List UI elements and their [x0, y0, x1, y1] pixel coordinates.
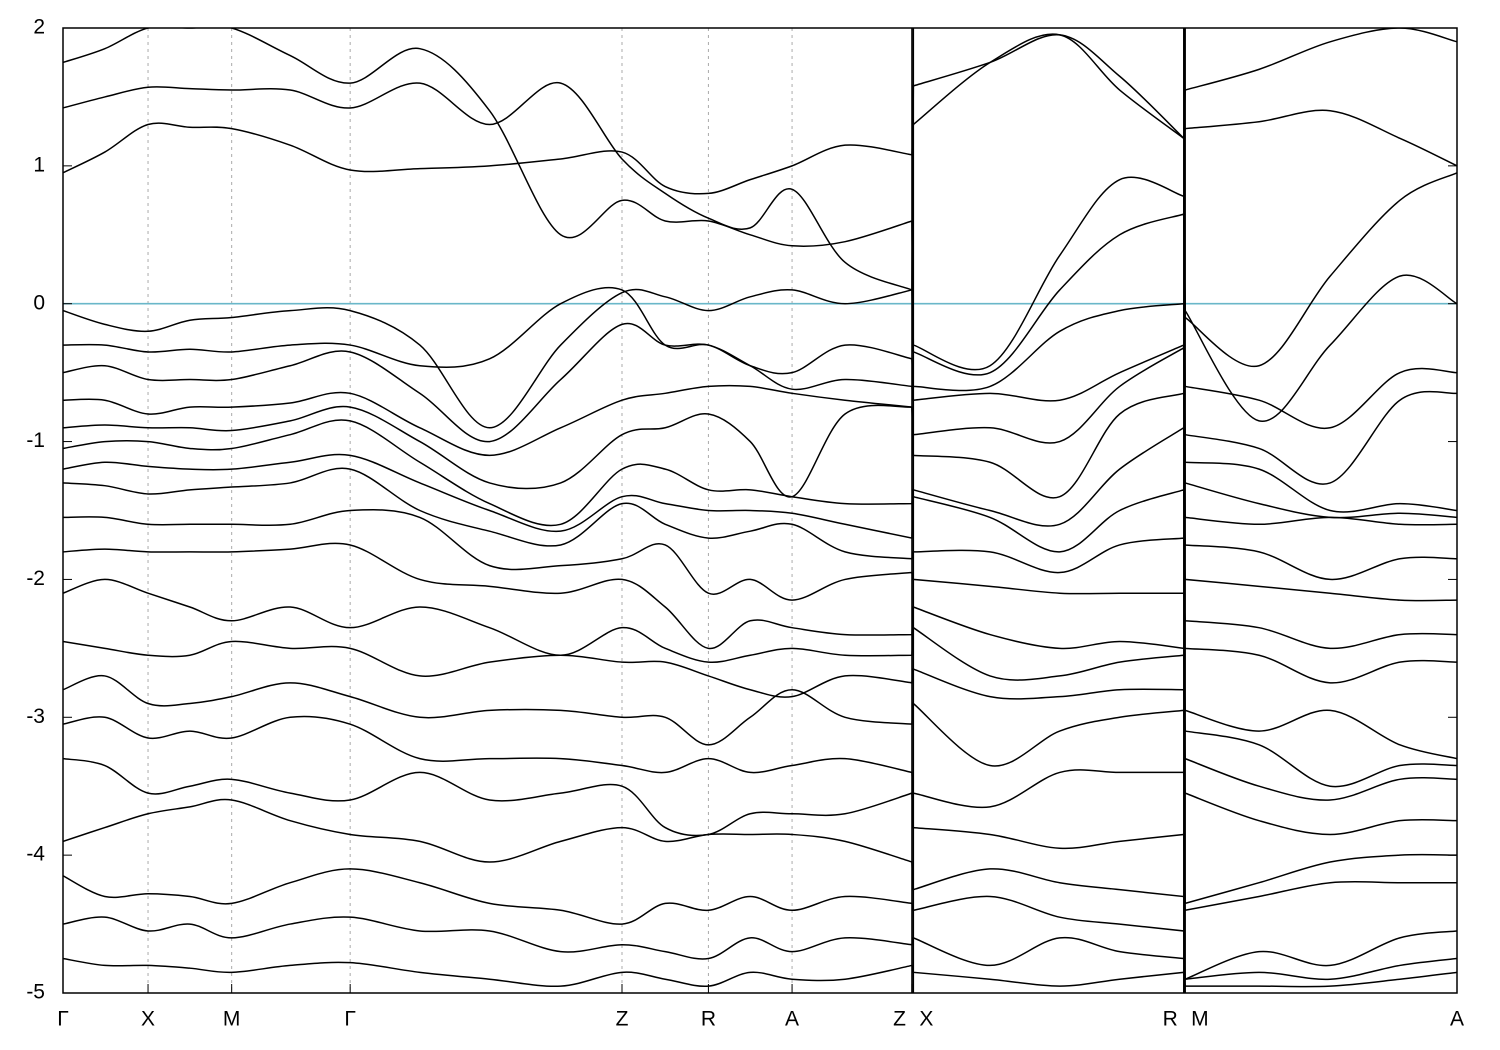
band — [63, 757, 1457, 905]
band — [63, 28, 1457, 371]
x-tick-label: M — [1191, 1008, 1209, 1031]
band — [63, 640, 1457, 788]
x-tick-label: M — [223, 1008, 241, 1031]
axes: 210-1-2-3-4-5Γ X M Γ Z R A Z X R M A — [26, 16, 1464, 1031]
x-tick-label: A — [1450, 1008, 1464, 1031]
x-tick-label: Γ — [57, 1008, 69, 1031]
y-tick-label: -5 — [26, 981, 45, 1004]
x-tick-label: R — [1163, 1008, 1178, 1031]
y-tick-label: 2 — [33, 16, 45, 39]
band — [63, 578, 1457, 760]
band — [63, 213, 1457, 429]
band — [63, 392, 1457, 519]
band — [63, 542, 1457, 684]
band — [63, 798, 1457, 912]
y-tick-label: -3 — [26, 705, 45, 728]
grid — [63, 28, 1457, 993]
y-tick-label: 0 — [33, 291, 45, 314]
band — [63, 33, 1457, 195]
y-tick-label: -2 — [26, 567, 45, 590]
y-tick-label: -4 — [26, 843, 45, 866]
band — [63, 916, 1457, 981]
x-tick-label: X — [919, 1008, 933, 1031]
y-tick-label: 1 — [33, 153, 45, 176]
bands — [63, 28, 1457, 988]
band — [63, 322, 1457, 485]
band — [63, 467, 1457, 602]
band — [63, 346, 1457, 513]
x-tick-label: R — [701, 1008, 716, 1031]
x-tick-label: X — [141, 1008, 155, 1031]
x-tick-label: Z — [616, 1008, 629, 1031]
plot-frame — [62, 27, 1458, 994]
x-tick-label: Z — [893, 1008, 906, 1031]
band — [63, 28, 1457, 292]
band — [63, 453, 1457, 581]
band — [63, 286, 1457, 430]
x-tick-label: A — [785, 1008, 799, 1031]
band — [63, 508, 1457, 650]
x-tick-label: Γ — [344, 1008, 356, 1031]
y-tick-label: -1 — [26, 429, 45, 452]
band — [63, 675, 1457, 801]
band — [63, 715, 1457, 836]
